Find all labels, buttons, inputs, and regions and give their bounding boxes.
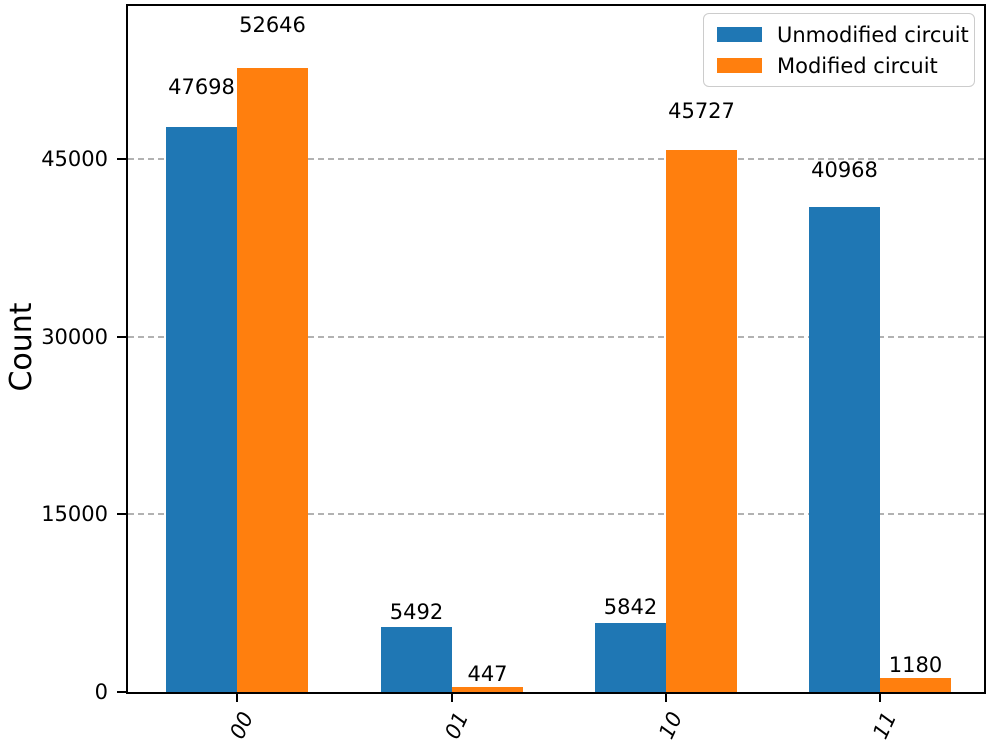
- bar-unmodified-circuit-01: [381, 626, 452, 692]
- y-tick-label-15000: 15000: [41, 502, 108, 527]
- bar-value-label-modified-circuit-00: 52646: [239, 13, 306, 38]
- bar-value-label-unmodified-circuit-10: 5842: [603, 595, 658, 620]
- bar-value-label-modified-circuit-11: 1180: [888, 653, 943, 678]
- bar-value-label-modified-circuit-01: 447: [467, 662, 508, 687]
- x-tick-label-text-00: 00: [225, 708, 259, 743]
- bar-value-label-unmodified-circuit-11: 40968: [811, 158, 878, 183]
- y-axis-label: Count: [4, 302, 39, 392]
- y-tick-mark-0: [117, 691, 126, 693]
- bar-unmodified-circuit-10: [595, 622, 666, 692]
- y-tick-label-30000: 30000: [41, 324, 108, 349]
- legend-label-unmodified-circuit: Unmodified circuit: [777, 22, 969, 47]
- bar-unmodified-circuit-11: [809, 206, 880, 692]
- bar-modified-circuit-11: [880, 678, 951, 692]
- gridline-30000: [128, 335, 984, 338]
- legend-item-modified-circuit: Modified circuit: [717, 55, 961, 77]
- bar-modified-circuit-01: [452, 686, 523, 692]
- x-tick-label-text-01: 01: [440, 708, 474, 743]
- x-tick-mark-01: [451, 694, 453, 702]
- bar-value-label-unmodified-circuit-01: 5492: [389, 599, 444, 624]
- x-tick-mark-00: [236, 694, 238, 702]
- legend-item-unmodified-circuit: Unmodified circuit: [717, 24, 969, 46]
- bar-value-label-modified-circuit-10: 45727: [668, 99, 735, 124]
- x-tick-mark-10: [665, 694, 667, 702]
- x-tick-mark-11: [879, 694, 881, 702]
- y-tick-label-45000: 45000: [41, 146, 108, 171]
- y-tick-mark-15000: [117, 513, 126, 516]
- gridline-45000: [128, 157, 984, 160]
- bar-unmodified-circuit-00: [166, 126, 237, 692]
- bar-value-label-unmodified-circuit-00: 47698: [168, 74, 235, 99]
- y-tick-mark-45000: [117, 157, 126, 160]
- y-tick-mark-30000: [117, 335, 126, 338]
- y-tick-label-0: 0: [94, 680, 108, 704]
- bar-modified-circuit-00: [237, 68, 308, 692]
- legend: Unmodified circuit Modified circuit: [703, 13, 975, 87]
- legend-label-modified-circuit: Modified circuit: [777, 53, 938, 78]
- legend-swatch-unmodified-circuit: [717, 27, 762, 42]
- x-tick-label-text-10: 10: [654, 708, 688, 743]
- legend-swatch-modified-circuit: [717, 58, 762, 73]
- bar-modified-circuit-10: [666, 150, 737, 692]
- x-tick-label-text-11: 11: [868, 708, 902, 743]
- gridline-15000: [128, 513, 984, 516]
